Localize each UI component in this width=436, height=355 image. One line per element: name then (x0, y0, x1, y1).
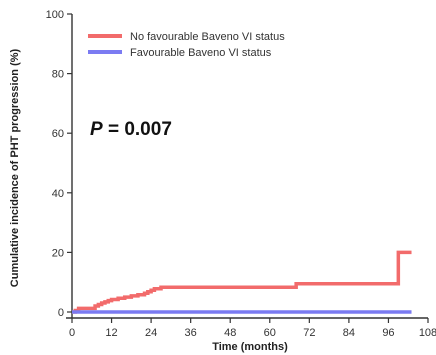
x-tick-label: 36 (185, 327, 197, 339)
x-tick-label: 48 (224, 327, 236, 339)
y-tick-label: 100 (46, 9, 64, 21)
y-tick-label: 80 (52, 69, 64, 81)
legend-label-1: Favourable Baveno VI status (130, 47, 272, 59)
x-tick-label: 0 (69, 327, 75, 339)
x-tick-label: 60 (264, 327, 276, 339)
y-tick-label: 0 (58, 307, 64, 319)
axes-layer: 0 20 40 60 80 100 0 12 24 36 48 60 72 84 96 108 (46, 9, 436, 339)
x-tick-label: 96 (382, 327, 394, 339)
x-axis-title: Time (months) (212, 341, 288, 353)
x-tick-label: 24 (145, 327, 157, 339)
series-line-0 (72, 250, 412, 314)
legend: No favourable Baveno VI status Favourable… (88, 31, 285, 59)
p-value: = 0.007 (103, 119, 172, 140)
x-tick-label: 72 (303, 327, 315, 339)
x-tick-label: 108 (419, 327, 436, 339)
y-axis-title: Cumulative incidence of PHT progression … (9, 48, 21, 287)
y-tick-label: 20 (52, 247, 64, 259)
y-tick-label: 40 (52, 188, 64, 200)
p-value-annotation: P = 0.007 (90, 119, 172, 140)
legend-label-0: No favourable Baveno VI status (130, 31, 285, 43)
y-tick-label: 60 (52, 128, 64, 140)
series-layer (72, 250, 412, 314)
x-tick-label: 84 (343, 327, 355, 339)
x-tick-label: 12 (105, 327, 117, 339)
p-label: P (90, 119, 103, 140)
